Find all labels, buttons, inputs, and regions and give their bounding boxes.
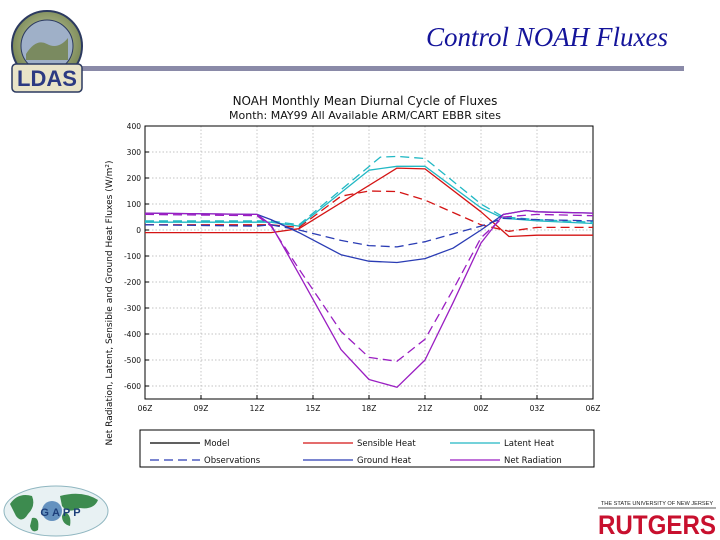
y-tick-label: -100	[124, 252, 141, 261]
y-tick-label: -500	[124, 356, 141, 365]
y-tick-label: 400	[127, 122, 142, 131]
series-sensible-heat-model	[145, 168, 593, 236]
rutgers-logo: THE STATE UNIVERSITY OF NEW JERSEY RUTGE…	[596, 496, 718, 538]
ldas-logo: LDAS	[6, 8, 88, 98]
rutgers-logo-subtitle: THE STATE UNIVERSITY OF NEW JERSEY	[601, 501, 713, 507]
legend-label: Sensible Heat	[357, 439, 416, 449]
legend-label: Observations	[204, 456, 261, 466]
y-tick-label: -600	[124, 382, 141, 391]
y-tick-label: 0	[136, 226, 141, 235]
x-tick-label: 15Z	[306, 404, 321, 413]
slide-title: Control NOAH Fluxes	[300, 22, 668, 53]
gapp-logo-text: GAPP	[40, 507, 83, 519]
flux-chart: NOAH Monthly Mean Diurnal Cycle of Fluxe…	[100, 90, 610, 472]
y-tick-label: -200	[124, 278, 141, 287]
legend-label: Model	[204, 439, 230, 449]
ldas-logo-text: LDAS	[17, 66, 77, 91]
gapp-logo: GAPP	[2, 484, 110, 540]
y-tick-label: 200	[127, 174, 142, 183]
y-axis-label: Net Radiation, Latent, Sensible and Grou…	[105, 160, 115, 445]
chart-subtitle: Month: MAY99 All Available ARM/CART EBBR…	[229, 109, 501, 122]
x-tick-label: 03Z	[530, 404, 545, 413]
x-tick-label: 00Z	[474, 404, 489, 413]
legend-label: Net Radiation	[504, 456, 562, 466]
rutgers-logo-text: RUTGERS	[598, 510, 716, 538]
x-tick-label: 18Z	[362, 404, 377, 413]
y-tick-label: 100	[127, 200, 142, 209]
title-divider	[80, 66, 684, 71]
chart-title: NOAH Monthly Mean Diurnal Cycle of Fluxe…	[233, 94, 498, 108]
legend-label: Latent Heat	[504, 439, 555, 449]
y-tick-label: -400	[124, 330, 141, 339]
x-tick-label: 06Z	[138, 404, 153, 413]
x-tick-label: 06Z	[586, 404, 601, 413]
y-tick-label: -300	[124, 304, 141, 313]
legend-label: Ground Heat	[357, 456, 412, 466]
x-tick-label: 21Z	[418, 404, 433, 413]
x-tick-label: 12Z	[250, 404, 265, 413]
y-tick-label: 300	[127, 148, 142, 157]
x-tick-label: 09Z	[194, 404, 209, 413]
